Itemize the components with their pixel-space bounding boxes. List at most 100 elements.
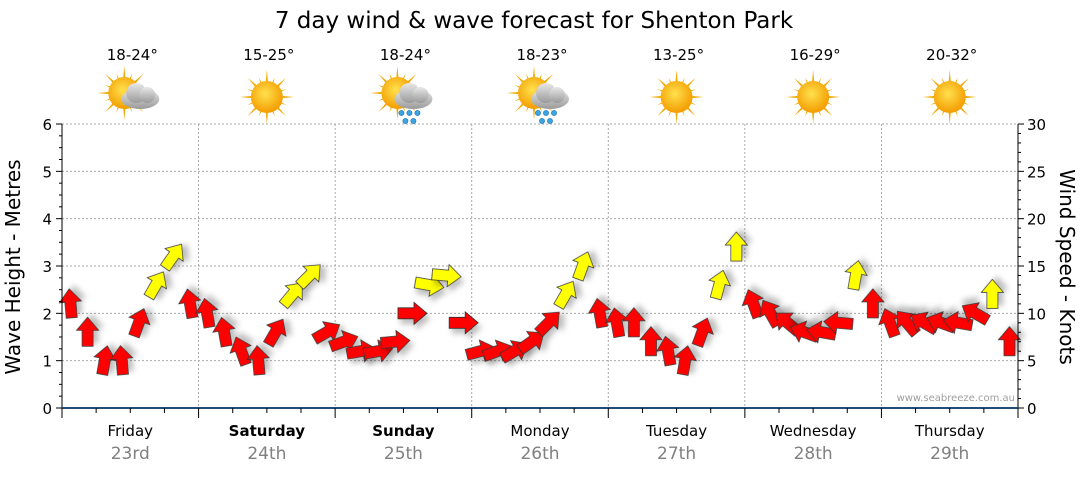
wind-arrow [942,310,974,335]
cloud-icon [121,83,160,109]
right-axis-label: Wind Speed - Knots [1055,169,1079,365]
sun-disc [660,81,693,113]
wind-arrow [980,278,1005,309]
wind-arrow [823,310,854,335]
date-label: 25th [384,444,423,464]
raindrop-icon [406,110,413,116]
left-tick-label: 0 [42,400,52,418]
wind-arrow [572,251,595,282]
wind-arrow [673,345,698,376]
wind-arrow [128,308,151,339]
cloud-icon [531,83,569,124]
temperature-label: 18-24° [107,46,158,64]
right-tick-label: 5 [1027,353,1037,371]
sun-disc [797,81,830,113]
wind-arrow [961,302,991,326]
sun-icon [786,70,841,124]
wind-arrow [278,282,303,310]
wind-arrow [656,335,680,367]
sun-disc [933,81,966,113]
cloud-part [412,87,429,103]
wind-arrow [380,329,411,354]
right-tick-label: 15 [1027,258,1046,276]
cloud-part [139,87,156,103]
raindrop-icon [543,110,549,116]
date-label: 27th [657,444,696,464]
watermark: www.seabreeze.com.au [897,393,1015,404]
wind-arrow [212,316,236,348]
raindrop-icon [410,118,417,124]
day-label: Saturday [229,422,306,440]
temperature-label: 18-23° [516,46,567,64]
temperature-label: 13-25° [653,46,704,64]
wind-arrow [604,307,629,339]
right-tick-label: 25 [1027,163,1046,181]
raindrop-icon [539,118,545,124]
wind-arrow [553,280,577,310]
wind-arrow [263,318,287,348]
chart-title: 7 day wind & wave forecast for Shenton P… [275,8,794,34]
cloud-part [549,87,565,103]
wind-arrow [691,317,714,348]
raindrop-icon [551,110,557,116]
wind-arrow [311,321,341,345]
wind-arrow [295,264,321,290]
wind-arrow [143,271,167,301]
date-label: 23rd [111,444,150,464]
wind-arrow [229,336,252,367]
raindrop-icon [547,118,553,124]
temperature-label: 16-29° [790,46,841,64]
wind-arrow [516,331,545,355]
wind-arrow [431,263,462,288]
temperature-label: 20-32° [926,46,977,64]
wind-arrow [861,288,885,319]
wind-arrow [622,307,646,338]
wind-arrow [75,316,100,347]
sun-rain-icon [370,66,433,124]
right-tick-label: 0 [1027,400,1037,418]
wind-arrow [587,297,612,329]
sun-disc [250,81,283,113]
left-axis-label: Wave Height - Metres [1,159,25,374]
wind-arrow [708,269,732,301]
day-label: Thursday [914,422,985,440]
raindrop-icon [414,110,421,116]
wind-arrow [109,345,134,376]
wind-arrow [448,310,479,335]
cloud-icon [394,83,433,124]
left-tick-label: 1 [42,353,52,371]
date-label: 24th [247,444,286,464]
left-tick-label: 2 [42,305,52,323]
wind-arrow [246,345,270,376]
wind-arrow [159,243,184,272]
sun-icon [649,70,704,124]
date-label: 29th [930,444,969,464]
wind-arrow [328,330,359,353]
day-label: Sunday [372,422,435,440]
sun-rain-icon [507,66,569,124]
left-tick-label: 5 [42,163,52,181]
wind-arrow [58,288,83,319]
date-label: 26th [520,444,559,464]
day-label: Tuesday [645,422,707,440]
wind-arrow [997,326,1022,357]
sun-cloud-icon [97,66,160,120]
temperature-label: 18-24° [380,46,431,64]
wind-arrow [397,301,428,326]
right-tick-label: 30 [1027,116,1046,134]
right-tick-label: 20 [1027,211,1046,229]
wind-arrow [195,297,219,329]
right-tick-label: 10 [1027,305,1046,323]
raindrop-icon [398,110,405,116]
wind-arrow [844,260,868,291]
left-tick-label: 3 [42,258,52,276]
left-tick-label: 6 [42,116,52,134]
sun-icon [922,70,977,124]
wind-arrow [724,231,749,262]
wind-arrow [639,326,663,357]
date-label: 28th [794,444,833,464]
wind-arrow [878,308,901,339]
raindrop-icon [402,118,409,124]
sun-icon [239,70,294,124]
